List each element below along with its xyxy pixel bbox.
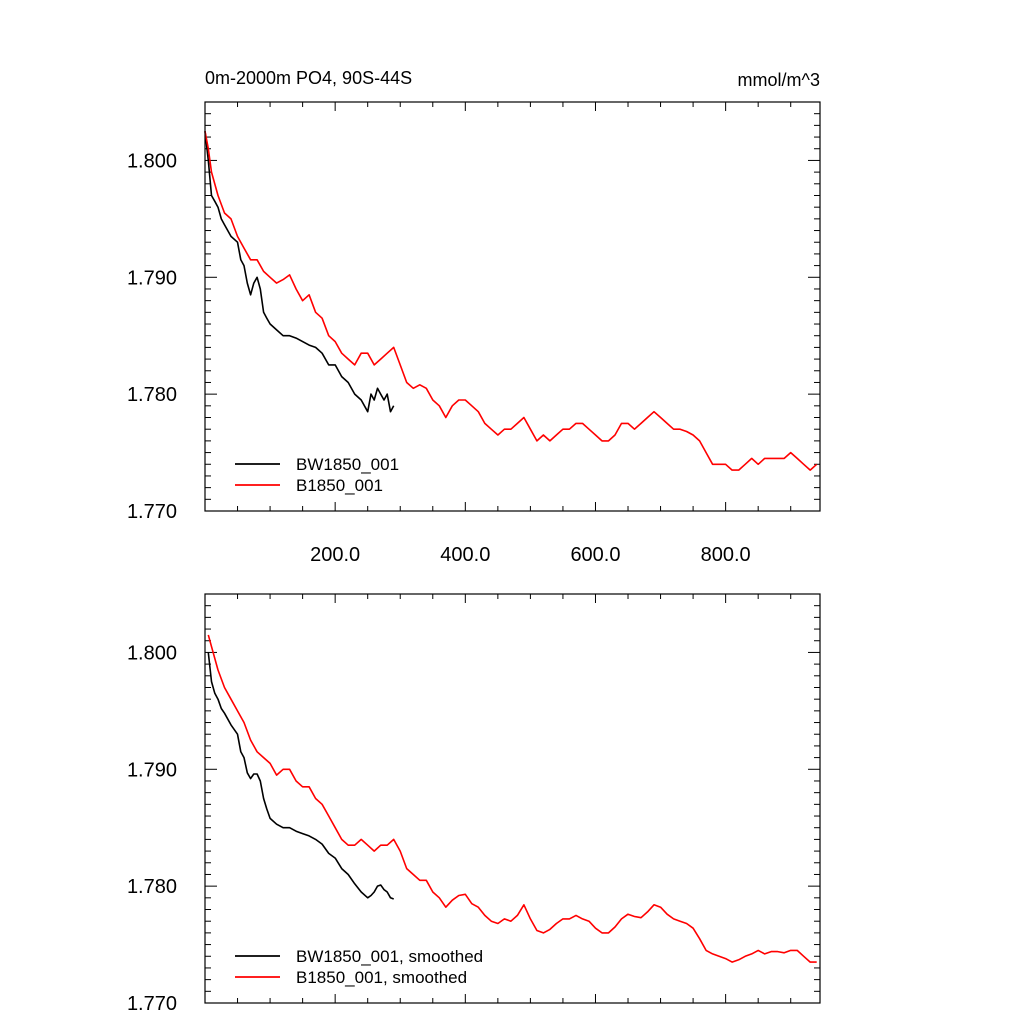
y-tick-label: 1.770 xyxy=(127,993,177,1015)
y-tick-label: 1.790 xyxy=(127,267,177,289)
x-tick-label: 400.0 xyxy=(440,544,490,566)
x-tick-label: 200.0 xyxy=(310,544,360,566)
y-tick-label: 1.780 xyxy=(127,384,177,406)
units-label: mmol/m^3 xyxy=(738,70,820,90)
chart-title: 0m-2000m PO4, 90S-44S xyxy=(205,68,412,88)
bottom-plot-frame xyxy=(204,593,821,1004)
y-tick-label: 1.800 xyxy=(127,642,177,664)
series-line-1 xyxy=(207,634,817,963)
legend-label-0: BW1850_001, smoothed xyxy=(296,947,483,966)
series-line-0 xyxy=(207,652,394,900)
x-tick-label: 600.0 xyxy=(570,544,620,566)
bottom-axis-ticks: 1.770 1.780 1.790 1.800 xyxy=(127,593,820,1015)
bottom-chart-panel: 1.770 1.780 1.790 1.800 BW1850_001, smoothe… xyxy=(127,593,821,1015)
top-series-group xyxy=(204,131,818,471)
y-tick-label: 1.770 xyxy=(127,501,177,523)
bottom-series-group xyxy=(207,634,817,963)
top-axis-ticks: 1.770 1.780 1.790 1.800 200.0 400.0 600.0 800.0 xyxy=(127,101,820,566)
top-chart-panel: 0m-2000m PO4, 90S-44S mmol/m^3 1.770 1.78… xyxy=(127,68,821,566)
legend-label-1: B1850_001, smoothed xyxy=(296,968,467,987)
x-tick-label: 800.0 xyxy=(701,544,751,566)
bottom-legend: BW1850_001, smoothed B1850_001, smoothed xyxy=(235,947,483,987)
y-tick-label: 1.790 xyxy=(127,759,177,781)
series-line-0 xyxy=(204,131,395,413)
top-plot-frame xyxy=(204,101,821,512)
legend-label-1: B1850_001 xyxy=(296,476,383,495)
top-legend: BW1850_001 B1850_001 xyxy=(235,455,399,495)
y-tick-label: 1.780 xyxy=(127,876,177,898)
legend-label-0: BW1850_001 xyxy=(296,455,399,474)
y-tick-label: 1.800 xyxy=(127,150,177,172)
series-line-1 xyxy=(204,131,818,471)
